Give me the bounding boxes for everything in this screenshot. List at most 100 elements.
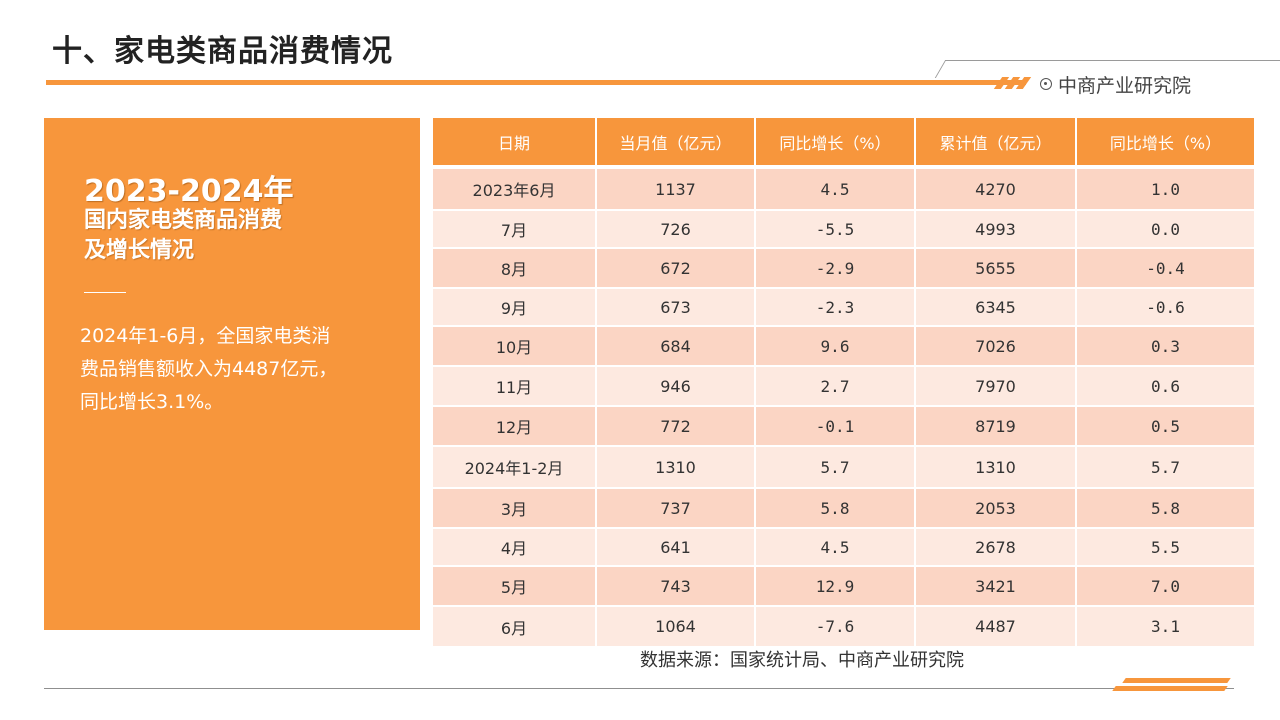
header-monthly-value: 当月值（亿元） bbox=[596, 118, 756, 169]
table-row: 7月 726 -5.5 4993 0.0 bbox=[433, 210, 1254, 249]
cell-cumulative-value: 1310 bbox=[915, 446, 1077, 489]
cell-cumulative-value: 4487 bbox=[915, 606, 1077, 648]
cell-date: 9月 bbox=[433, 288, 597, 327]
cell-date: 4月 bbox=[433, 528, 597, 567]
cell-cumulative-value: 3421 bbox=[915, 566, 1077, 607]
cell-cumulative-yoy: 5.8 bbox=[1076, 488, 1254, 529]
cell-monthly-yoy: 12.9 bbox=[755, 566, 916, 607]
page-title: 十、家电类商品消费情况 bbox=[52, 34, 393, 69]
cell-date: 10月 bbox=[433, 326, 597, 367]
panel-divider bbox=[84, 292, 126, 293]
header-cumulative-value: 累计值（亿元） bbox=[915, 118, 1077, 169]
cell-monthly-yoy: 4.5 bbox=[755, 528, 916, 567]
table-row: 10月 684 9.6 7026 0.3 bbox=[433, 326, 1254, 367]
cell-cumulative-value: 4270 bbox=[915, 167, 1077, 211]
cell-cumulative-yoy: 5.7 bbox=[1076, 446, 1254, 489]
panel-summary-text: 2024年1-6月，全国家电类消 费品销售额收入为4487亿元， 同比增长3.1… bbox=[80, 320, 400, 419]
cell-cumulative-yoy: 7.0 bbox=[1076, 566, 1254, 607]
panel-body-line2: 费品销售额收入为4487亿元， bbox=[80, 358, 338, 380]
cell-monthly-value: 1137 bbox=[596, 167, 756, 211]
table-row: 9月 673 -2.3 6345 -0.6 bbox=[433, 288, 1254, 327]
table-header-row: 日期 当月值（亿元） 同比增长（%） 累计值（亿元） 同比增长（%） bbox=[433, 118, 1254, 169]
cell-monthly-yoy: 5.7 bbox=[755, 446, 916, 489]
panel-heading: 国内家电类商品消费 及增长情况 bbox=[84, 206, 384, 266]
cell-cumulative-yoy: -0.4 bbox=[1076, 248, 1254, 289]
panel-year-range: 2023-2024年 bbox=[84, 174, 294, 209]
table-row: 12月 772 -0.1 8719 0.5 bbox=[433, 406, 1254, 447]
footer-stripes bbox=[1104, 678, 1234, 692]
cell-monthly-value: 946 bbox=[596, 366, 756, 407]
table-row: 5月 743 12.9 3421 7.0 bbox=[433, 566, 1254, 607]
cell-cumulative-yoy: 0.5 bbox=[1076, 406, 1254, 447]
cell-monthly-value: 743 bbox=[596, 566, 756, 607]
consumption-table-container: 日期 当月值（亿元） 同比增长（%） 累计值（亿元） 同比增长（%） 2023年… bbox=[433, 118, 1254, 648]
cell-cumulative-value: 2678 bbox=[915, 528, 1077, 567]
cell-date: 7月 bbox=[433, 210, 597, 249]
cell-monthly-value: 772 bbox=[596, 406, 756, 447]
cell-monthly-value: 1310 bbox=[596, 446, 756, 489]
cell-date: 6月 bbox=[433, 606, 597, 648]
brand-name: 中商产业研究院 bbox=[1058, 74, 1192, 97]
cell-monthly-value: 726 bbox=[596, 210, 756, 249]
cell-date: 11月 bbox=[433, 366, 597, 407]
table-row: 4月 641 4.5 2678 5.5 bbox=[433, 528, 1254, 567]
cell-monthly-value: 737 bbox=[596, 488, 756, 529]
table-row: 2023年6月 1137 4.5 4270 1.0 bbox=[433, 167, 1254, 211]
cell-monthly-yoy: -2.9 bbox=[755, 248, 916, 289]
cell-date: 2023年6月 bbox=[433, 167, 597, 211]
brand-logo: 中商产业研究院 bbox=[1040, 70, 1191, 98]
cell-date: 5月 bbox=[433, 566, 597, 607]
header-monthly-yoy: 同比增长（%） bbox=[755, 118, 916, 169]
cell-date: 3月 bbox=[433, 488, 597, 529]
cell-date: 12月 bbox=[433, 406, 597, 447]
table-row: 2024年1-2月 1310 5.7 1310 5.7 bbox=[433, 446, 1254, 489]
table-row: 11月 946 2.7 7970 0.6 bbox=[433, 366, 1254, 407]
cell-monthly-value: 684 bbox=[596, 326, 756, 367]
header-date: 日期 bbox=[433, 118, 597, 169]
cell-monthly-yoy: -7.6 bbox=[755, 606, 916, 648]
cell-monthly-value: 672 bbox=[596, 248, 756, 289]
panel-heading-line1: 国内家电类商品消费 bbox=[84, 208, 283, 233]
panel-body-line1: 2024年1-6月，全国家电类消 bbox=[80, 325, 331, 347]
summary-panel: 2023-2024年 国内家电类商品消费 及增长情况 2024年1-6月，全国家… bbox=[44, 118, 420, 630]
cell-cumulative-value: 4993 bbox=[915, 210, 1077, 249]
cell-monthly-yoy: 2.7 bbox=[755, 366, 916, 407]
cell-cumulative-value: 5655 bbox=[915, 248, 1077, 289]
cell-cumulative-value: 8719 bbox=[915, 406, 1077, 447]
cell-cumulative-yoy: 0.3 bbox=[1076, 326, 1254, 367]
cell-monthly-yoy: 5.8 bbox=[755, 488, 916, 529]
cell-monthly-yoy: -2.3 bbox=[755, 288, 916, 327]
cell-cumulative-value: 7970 bbox=[915, 366, 1077, 407]
cell-cumulative-yoy: 0.0 bbox=[1076, 210, 1254, 249]
cell-cumulative-yoy: 0.6 bbox=[1076, 366, 1254, 407]
brand-divider-notch bbox=[934, 60, 947, 78]
cell-date: 2024年1-2月 bbox=[433, 446, 597, 489]
cell-monthly-value: 673 bbox=[596, 288, 756, 327]
target-icon bbox=[1040, 78, 1052, 90]
cell-monthly-yoy: -0.1 bbox=[755, 406, 916, 447]
data-source: 数据来源：国家统计局、中商产业研究院 bbox=[640, 650, 964, 671]
cell-monthly-value: 1064 bbox=[596, 606, 756, 648]
brand-divider bbox=[945, 60, 1280, 61]
cell-cumulative-value: 2053 bbox=[915, 488, 1077, 529]
panel-body-line3: 同比增长3.1%。 bbox=[80, 391, 224, 413]
consumption-table: 日期 当月值（亿元） 同比增长（%） 累计值（亿元） 同比增长（%） 2023年… bbox=[433, 118, 1254, 648]
cell-cumulative-yoy: 1.0 bbox=[1076, 167, 1254, 211]
table-row: 8月 672 -2.9 5655 -0.4 bbox=[433, 248, 1254, 289]
decorative-stripes bbox=[993, 77, 1034, 89]
header-cumulative-yoy: 同比增长（%） bbox=[1076, 118, 1254, 169]
cell-monthly-value: 641 bbox=[596, 528, 756, 567]
cell-monthly-yoy: 4.5 bbox=[755, 167, 916, 211]
cell-monthly-yoy: -5.5 bbox=[755, 210, 916, 249]
table-row: 6月 1064 -7.6 4487 3.1 bbox=[433, 606, 1254, 648]
footer-divider bbox=[44, 688, 1234, 689]
title-underline bbox=[46, 80, 1026, 85]
cell-cumulative-yoy: -0.6 bbox=[1076, 288, 1254, 327]
table-row: 3月 737 5.8 2053 5.8 bbox=[433, 488, 1254, 529]
panel-heading-line2: 及增长情况 bbox=[84, 238, 195, 263]
cell-cumulative-yoy: 5.5 bbox=[1076, 528, 1254, 567]
cell-monthly-yoy: 9.6 bbox=[755, 326, 916, 367]
cell-cumulative-value: 7026 bbox=[915, 326, 1077, 367]
cell-cumulative-value: 6345 bbox=[915, 288, 1077, 327]
cell-date: 8月 bbox=[433, 248, 597, 289]
